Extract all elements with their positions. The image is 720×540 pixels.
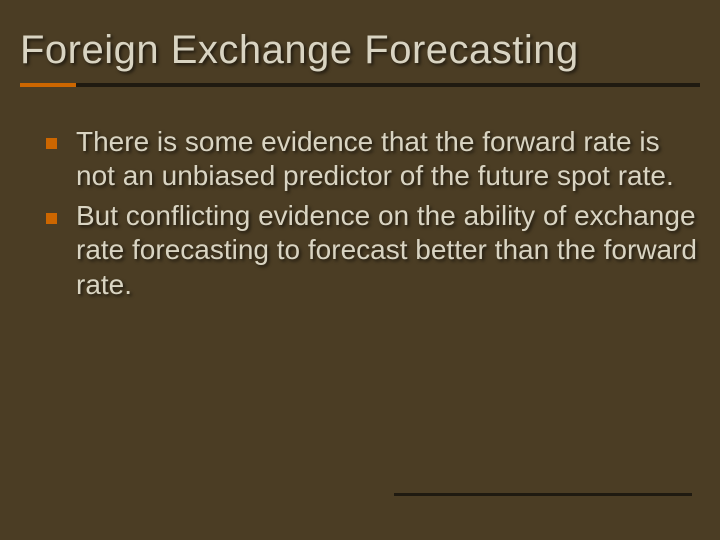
bullet-item: But conflicting evidence on the ability … [46, 199, 700, 301]
underline-accent [20, 83, 76, 87]
square-bullet-icon [46, 138, 57, 149]
slide-title: Foreign Exchange Forecasting [20, 28, 700, 73]
bullet-item: There is some evidence that the forward … [46, 125, 700, 193]
title-underline [20, 83, 700, 91]
square-bullet-icon [46, 213, 57, 224]
slide: Foreign Exchange Forecasting There is so… [0, 0, 720, 540]
bullet-text: But conflicting evidence on the ability … [76, 200, 697, 299]
underline-main [20, 83, 700, 87]
footer-accent-line [394, 493, 692, 496]
bullet-list: There is some evidence that the forward … [20, 125, 700, 302]
bullet-text: There is some evidence that the forward … [76, 126, 674, 191]
